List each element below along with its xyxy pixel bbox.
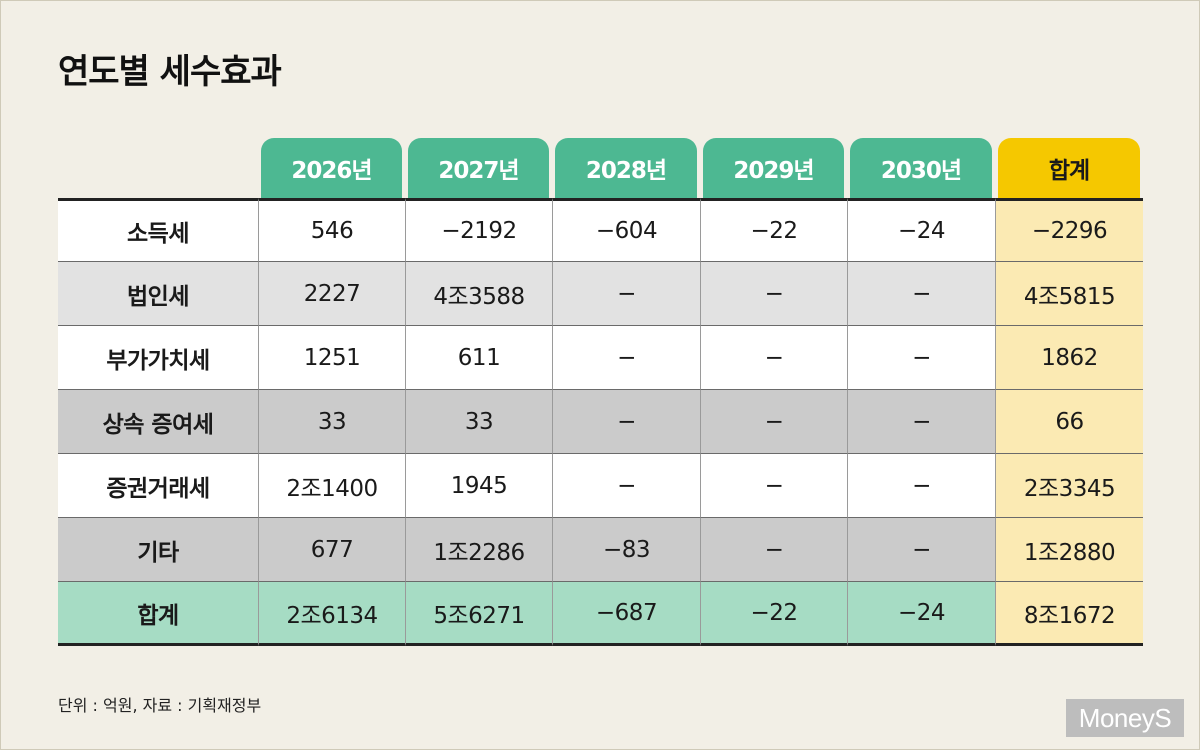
table-cell: − — [552, 454, 700, 518]
table-cell: − — [552, 262, 700, 326]
moneys-logo: MoneyS — [1066, 699, 1184, 737]
table-cell: 5조6271 — [405, 582, 552, 646]
table-cell: −22 — [700, 582, 847, 646]
table-cell: 2조6134 — [258, 582, 405, 646]
table-cell: − — [700, 326, 847, 390]
row-label: 증권거래세 — [58, 454, 258, 518]
table-cell: 4조3588 — [405, 262, 552, 326]
table-cell: − — [847, 454, 995, 518]
table-cell: − — [700, 262, 847, 326]
table-cell: − — [700, 390, 847, 454]
source-note: 단위 : 억원, 자료 : 기획재정부 — [58, 696, 262, 715]
table-cell-total: 2조3345 — [995, 454, 1143, 518]
table-cell-total: 66 — [995, 390, 1143, 454]
row-label: 부가가치세 — [58, 326, 258, 390]
table-cell: − — [552, 326, 700, 390]
table-cell: 677 — [258, 518, 405, 582]
table-cell: − — [847, 326, 995, 390]
table-cell: −687 — [552, 582, 700, 646]
table-cell: 1945 — [405, 454, 552, 518]
table-cell: −604 — [552, 198, 700, 262]
table-cell: −22 — [700, 198, 847, 262]
table-cell: −24 — [847, 582, 995, 646]
table-cell: 1251 — [258, 326, 405, 390]
table-cell-total: −2296 — [995, 198, 1143, 262]
table-cell: − — [847, 262, 995, 326]
table-cell-total: 1862 — [995, 326, 1143, 390]
table-cell: −2192 — [405, 198, 552, 262]
table-cell: − — [700, 518, 847, 582]
table-cell-total: 1조2880 — [995, 518, 1143, 582]
table-cell: −83 — [552, 518, 700, 582]
header-year: 2030년 — [850, 138, 992, 198]
table-cell: 33 — [258, 390, 405, 454]
row-label: 상속 증여세 — [58, 390, 258, 454]
table-cell: − — [700, 454, 847, 518]
table-cell: 546 — [258, 198, 405, 262]
page-title: 연도별 세수효과 — [58, 52, 282, 92]
table-cell-total: 8조1672 — [995, 582, 1143, 646]
header-total: 합계 — [998, 138, 1140, 198]
tax-effect-table: 2026년 2027년 2028년 2029년 2030년 합계 소득세 546 −2192 −6… — [58, 138, 1143, 646]
table-cell: − — [847, 390, 995, 454]
table-cell: − — [552, 390, 700, 454]
header-year: 2028년 — [555, 138, 697, 198]
table-cell: 2227 — [258, 262, 405, 326]
table-cell: 611 — [405, 326, 552, 390]
table-cell: 1조2286 — [405, 518, 552, 582]
table-cell-total: 4조5815 — [995, 262, 1143, 326]
table-cell: − — [847, 518, 995, 582]
header-year: 2026년 — [261, 138, 402, 198]
table-cell: 33 — [405, 390, 552, 454]
header-year: 2029년 — [703, 138, 844, 198]
header-year: 2027년 — [408, 138, 549, 198]
corner-header — [58, 138, 258, 198]
row-label: 소득세 — [58, 198, 258, 262]
table-cell: 2조1400 — [258, 454, 405, 518]
row-label: 기타 — [58, 518, 258, 582]
table-cell: −24 — [847, 198, 995, 262]
row-label: 합계 — [58, 582, 258, 646]
row-label: 법인세 — [58, 262, 258, 326]
